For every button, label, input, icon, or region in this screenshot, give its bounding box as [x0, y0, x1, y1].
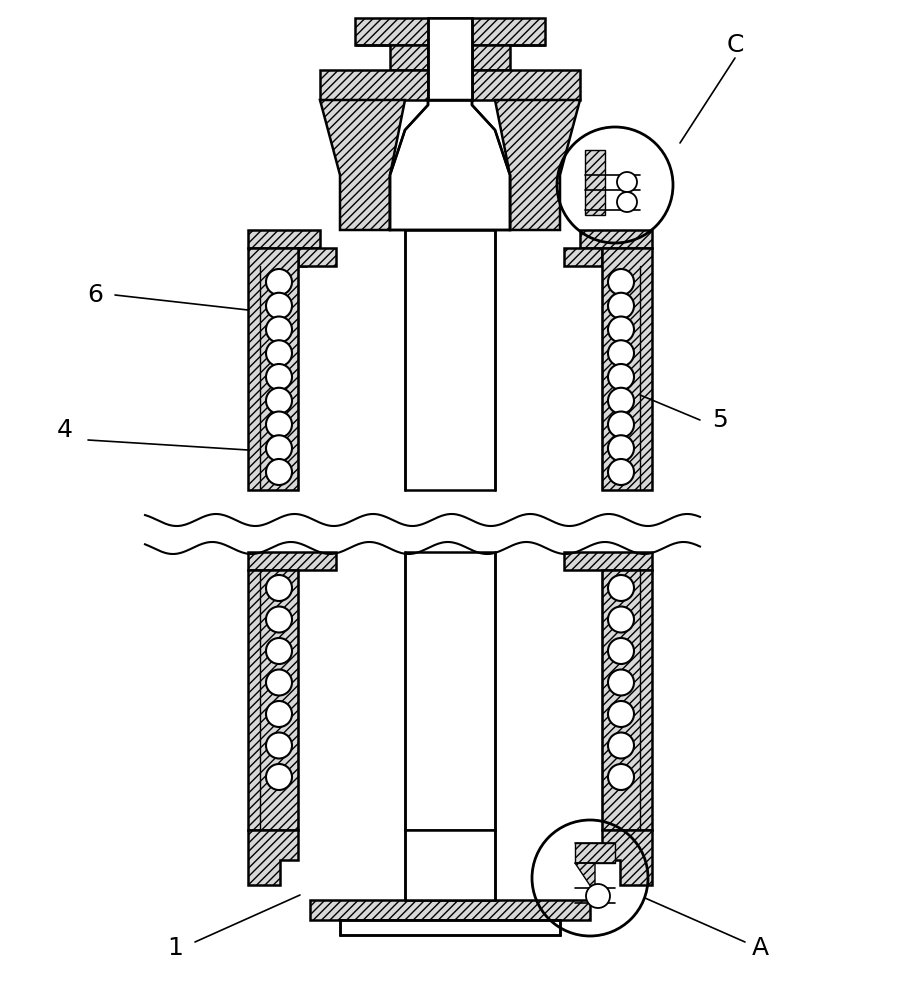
Circle shape	[608, 340, 634, 366]
Text: A: A	[752, 936, 769, 960]
Bar	[405, 552, 495, 830]
Circle shape	[608, 638, 634, 664]
Circle shape	[266, 269, 292, 295]
Bar	[310, 900, 590, 920]
Polygon shape	[248, 552, 336, 570]
Polygon shape	[298, 248, 336, 266]
Circle shape	[266, 670, 292, 696]
Circle shape	[266, 364, 292, 390]
Circle shape	[608, 293, 634, 319]
Circle shape	[617, 192, 637, 212]
Bar	[248, 570, 298, 830]
Circle shape	[608, 435, 634, 461]
Circle shape	[608, 701, 634, 727]
Polygon shape	[248, 230, 320, 248]
Text: 4: 4	[57, 418, 73, 442]
Bar	[355, 18, 545, 45]
Circle shape	[608, 670, 634, 696]
Polygon shape	[320, 100, 405, 230]
Text: C: C	[726, 33, 743, 57]
Circle shape	[608, 606, 634, 633]
Circle shape	[266, 388, 292, 414]
Circle shape	[586, 884, 610, 908]
Bar	[428, 18, 472, 100]
Polygon shape	[602, 830, 652, 885]
Bar	[428, 70, 472, 100]
Polygon shape	[580, 230, 652, 248]
Circle shape	[266, 732, 292, 758]
Bar	[320, 70, 580, 100]
Circle shape	[608, 412, 634, 438]
Bar	[390, 45, 510, 70]
Bar	[602, 248, 652, 490]
Circle shape	[266, 638, 292, 664]
Circle shape	[266, 459, 292, 485]
Polygon shape	[575, 863, 595, 893]
Polygon shape	[564, 248, 602, 266]
Text: 5: 5	[712, 408, 728, 432]
Bar	[248, 248, 298, 490]
Bar	[602, 570, 652, 830]
Bar	[340, 920, 560, 935]
Circle shape	[608, 316, 634, 342]
Circle shape	[266, 701, 292, 727]
Polygon shape	[390, 100, 510, 230]
Polygon shape	[564, 552, 652, 570]
Circle shape	[266, 764, 292, 790]
Circle shape	[266, 606, 292, 633]
Circle shape	[608, 575, 634, 601]
Circle shape	[266, 316, 292, 342]
Text: 6: 6	[87, 283, 103, 307]
Circle shape	[608, 459, 634, 485]
Circle shape	[608, 764, 634, 790]
Circle shape	[617, 172, 637, 192]
Polygon shape	[495, 100, 580, 230]
Bar	[405, 830, 495, 900]
Circle shape	[608, 388, 634, 414]
Text: 1: 1	[167, 936, 183, 960]
Circle shape	[266, 340, 292, 366]
Polygon shape	[585, 150, 605, 215]
Circle shape	[266, 412, 292, 438]
Circle shape	[608, 269, 634, 295]
Circle shape	[608, 364, 634, 390]
Polygon shape	[248, 830, 298, 885]
Bar	[405, 230, 495, 490]
Circle shape	[266, 293, 292, 319]
Circle shape	[608, 732, 634, 758]
Circle shape	[266, 435, 292, 461]
Bar	[298, 248, 306, 266]
Circle shape	[266, 575, 292, 601]
Polygon shape	[575, 843, 615, 863]
Bar	[428, 45, 472, 70]
